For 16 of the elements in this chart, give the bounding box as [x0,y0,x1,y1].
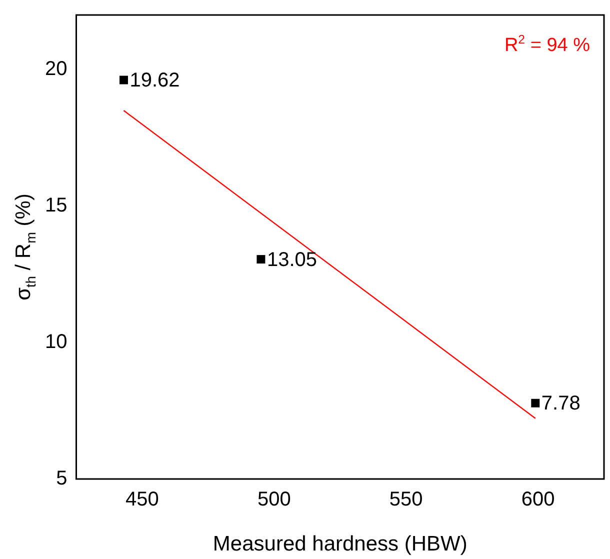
y-axis-title: σth / Rm (%) [12,194,38,300]
y-tick-label: 15 [44,194,68,217]
x-tick-label: 450 [126,488,159,511]
point [256,255,266,264]
point [531,398,540,408]
x-tick-label: 600 [521,488,555,511]
point [120,76,128,84]
y-tick-label: 5 [56,468,68,490]
y-tick-label: 20 [44,58,68,80]
data-label: 19.62 [130,69,180,92]
x-tick-label: 550 [389,488,423,511]
x-tick-label: 500 [257,488,291,511]
data-label: 7.78 [541,392,580,415]
y-tick-label: 10 [44,331,68,354]
data-label: 13.05 [266,248,318,271]
x-axis-title: Measured hardness (HBW) [212,532,468,556]
